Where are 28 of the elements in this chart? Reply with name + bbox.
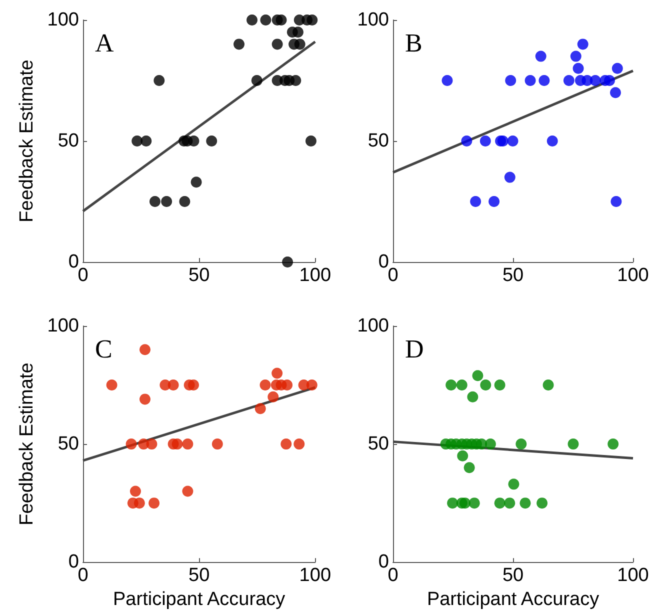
y-tick-label: 50: [58, 130, 79, 152]
x-tick-label: 50: [188, 565, 210, 586]
y-tick-label: 100: [357, 10, 389, 30]
x-tick-label: 100: [299, 565, 331, 586]
x-tick-label: 100: [299, 265, 331, 286]
x-tick-label: 50: [502, 565, 524, 586]
y-tick-label: 100: [47, 316, 79, 336]
x-tick-label: 50: [188, 265, 210, 286]
x-tick-label: 100: [617, 265, 649, 286]
x-axis-title: Participant Accuracy: [426, 589, 600, 610]
y-tick-label: 0: [68, 252, 79, 272]
y-tick-label: 0: [378, 252, 389, 272]
y-axis-title: Feedback Estimate: [16, 362, 38, 526]
y-tick-label: 0: [68, 552, 79, 573]
x-axis-title: Participant Accuracy: [113, 589, 286, 610]
annotation: B: [405, 28, 422, 58]
x-tick-label: 50: [502, 265, 524, 286]
y-tick-label: 100: [357, 316, 389, 336]
annotation: C: [95, 334, 112, 364]
y-tick-label: 0: [378, 552, 389, 573]
y-tick-label: 50: [58, 434, 79, 455]
x-tick-label: 100: [617, 565, 649, 586]
y-tick-label: 50: [368, 434, 389, 455]
y-tick-label: 50: [368, 130, 389, 152]
y-axis-title: Feedback Estimate: [16, 60, 38, 222]
y-tick-label: 100: [47, 10, 79, 30]
annotation: A: [95, 28, 114, 58]
annotation: D: [405, 334, 424, 364]
